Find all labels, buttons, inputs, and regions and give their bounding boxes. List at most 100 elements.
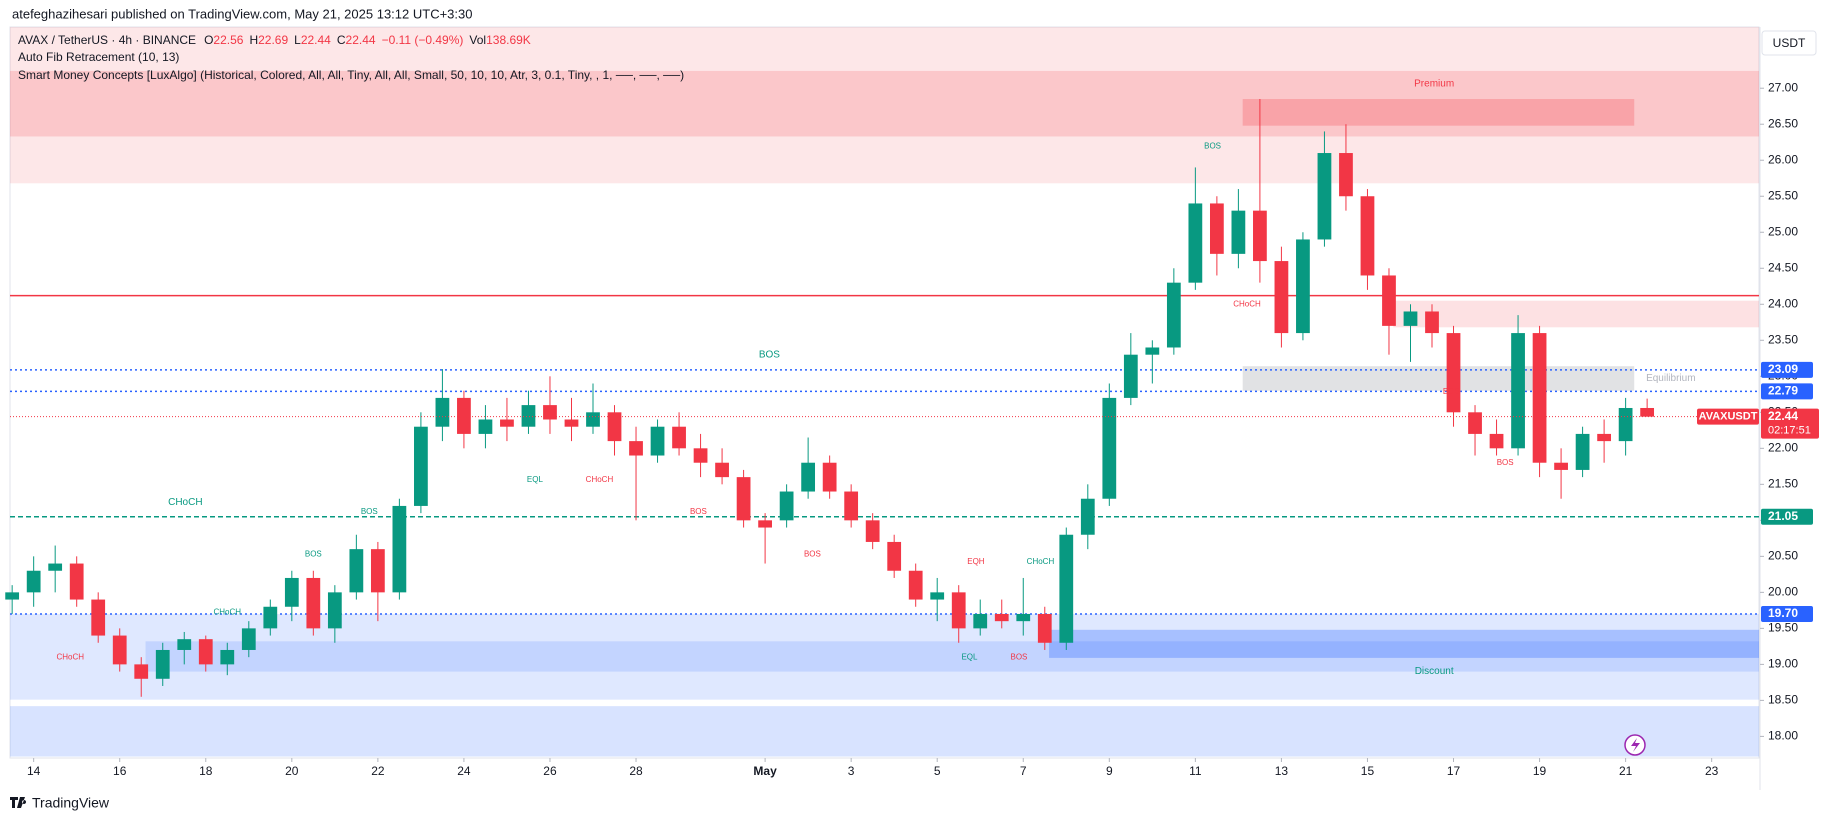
x-tick-label: 13 [1275,764,1289,778]
candle-body [112,635,127,665]
x-tick-label: 7 [1020,764,1027,778]
last-price: 22.44 [1768,409,1798,423]
y-tick-label: 26.50 [1768,116,1798,130]
candle-body [1618,407,1633,442]
currency: USDT [1773,36,1806,50]
zone [10,27,1759,184]
candle-body [91,599,106,636]
x-tick-label: May [753,764,777,778]
x-tick-label: 21 [1619,764,1633,778]
candle-body [457,397,471,434]
candle-body [220,649,235,665]
candle-body [607,412,622,442]
x-tick-label: 23 [1705,764,1719,778]
x-tick-label: 22 [371,764,385,778]
level-label: 19.70 [1768,606,1798,620]
candle-body [435,397,450,427]
candle-body [1059,534,1074,643]
candle-body [1016,613,1031,622]
x-tick-label: 28 [629,764,643,778]
brand-logo [10,797,27,808]
candle-body [715,462,729,478]
candle-body [564,419,579,427]
countdown: 02:17:51 [1768,425,1811,437]
candle-body [241,628,256,650]
level-label-box [1761,383,1813,400]
y-tick-label: 25.50 [1768,188,1798,202]
annotation: CHoCH [168,497,202,508]
annotation: BOS [1443,387,1460,396]
candle-body [1188,203,1203,283]
candle-body [822,462,837,492]
candle-body [1511,333,1525,449]
candle-body [908,570,923,600]
x-tick-label: 19 [1533,764,1547,778]
y-tick-label: 20.50 [1768,549,1798,563]
candle-body [500,419,514,427]
axes: 18.0018.5019.0019.5020.0020.5021.0021.50… [27,80,1819,778]
annotation: BOS [1497,458,1514,467]
symbol-box [1697,408,1759,425]
y-tick-label: 24.50 [1768,260,1798,274]
annotation: BOS [305,549,322,558]
candle-body [1360,196,1375,276]
candle-body [1425,311,1439,334]
candle-body [478,419,493,434]
field-key: H [249,33,258,47]
candle-body [736,477,751,521]
annotation: EQH [967,557,985,566]
candle-body [284,577,299,607]
candle-body [69,563,84,600]
candle-body [392,505,407,593]
y-tick-label: 22.00 [1768,440,1798,454]
x-tick-label: 20 [285,764,299,778]
candle-body [306,577,321,629]
candle-body [543,405,557,420]
publisher: atefeghazihesari published on TradingVie… [12,6,472,21]
currency-box[interactable] [1761,30,1817,56]
annotation: Equilibrium [1646,373,1695,384]
candle-body [198,639,213,665]
x-tick-label: 16 [113,764,127,778]
candle-body [48,563,63,571]
candle-body [1640,407,1655,417]
candle-body [650,426,665,456]
candle-body [1382,275,1396,326]
x-tick-label: 11 [1189,764,1202,778]
x-tick-label: 17 [1447,764,1461,778]
x-tick-label: 5 [934,764,941,778]
candle-body [349,549,364,593]
annotation: BOS [1204,142,1221,151]
zone [10,70,1759,137]
zone [1242,99,1635,126]
candle-body [327,592,342,629]
annotation: BOS [1011,652,1028,661]
legend-line: AVAX / TetherUS · 4h · BINANCE O22.56 H22.… [18,33,531,47]
candle-body [1489,433,1504,449]
x-tick-label: 3 [848,764,855,778]
y-tick-label: 18.00 [1768,729,1798,743]
level-label-box [1761,605,1813,622]
candle-body [844,491,859,521]
candle-body [1446,333,1461,413]
field-value: 22.44 [346,33,376,47]
annotation: BOS [690,507,707,516]
candle-body [973,613,988,629]
indicator: Smart Money Concepts [LuxAlgo] (Historic… [18,68,684,82]
candle-body [1339,153,1353,197]
annotation: EQL [961,652,978,661]
y-tick-label: 25.00 [1768,224,1798,238]
candle-body [1532,333,1547,463]
x-tick-label: 9 [1106,764,1113,778]
x-tick-label: 24 [457,764,471,778]
candle-body [758,520,772,528]
candle-body [1123,354,1138,398]
candle-body [1209,203,1224,254]
annotation: Premium [1414,79,1454,90]
volume-key: Vol [469,33,486,47]
candle-body [887,541,902,571]
annotation: BOS [759,349,780,360]
annotation: CHoCH [1027,557,1055,566]
candle-body [1317,153,1332,240]
